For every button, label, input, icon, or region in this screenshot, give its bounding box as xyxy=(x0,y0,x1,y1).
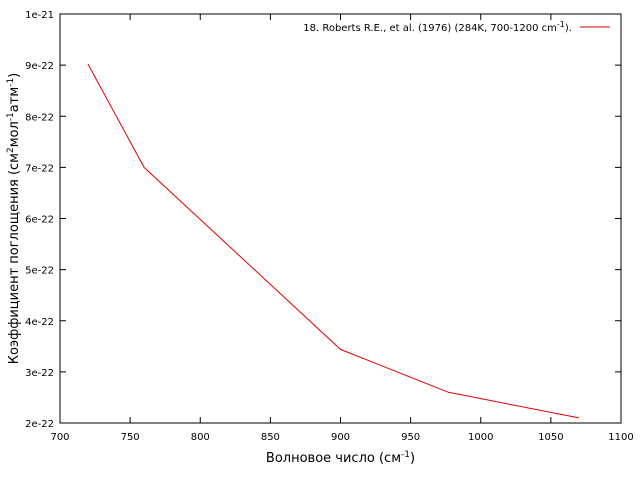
y-tick-label: 8e-22 xyxy=(25,112,54,123)
y-tick-label: 9e-22 xyxy=(25,61,54,72)
x-tick-label: 1000 xyxy=(468,432,493,443)
legend-label: 18. Roberts R.E., et al. (1976) (284K, 7… xyxy=(303,20,572,34)
y-tick-label: 4e-22 xyxy=(25,317,54,328)
y-tick-label: 3e-22 xyxy=(25,368,54,379)
plot-frame xyxy=(59,13,622,424)
x-tick-label: 950 xyxy=(401,432,420,443)
x-tick-label: 900 xyxy=(331,432,350,443)
x-axis: 700 750 800 850 900 950 1000 1050 1100 xyxy=(50,14,634,443)
x-axis-label: Волновое число (см-1) xyxy=(266,450,415,466)
x-tick-label: 1100 xyxy=(608,432,633,443)
y-tick-label: 7e-22 xyxy=(25,163,54,174)
x-tick-label: 1050 xyxy=(538,432,563,443)
x-tick-label: 850 xyxy=(261,432,280,443)
y-tick-label: 1e-21 xyxy=(25,10,54,21)
y-tick-label: 6e-22 xyxy=(25,215,54,226)
series-line-0 xyxy=(87,63,579,419)
y-tick-label: 2e-22 xyxy=(25,419,54,430)
series-layer xyxy=(87,63,579,419)
x-tick-label: 800 xyxy=(191,432,210,443)
x-tick-label: 700 xyxy=(50,432,69,443)
y-axis: 2e-22 3e-22 4e-22 5e-22 6e-22 7e-22 8e-22 9e-22… xyxy=(25,10,621,430)
legend: 18. Roberts R.E., et al. (1976) (284K, 7… xyxy=(303,20,610,34)
x-tick-label: 750 xyxy=(121,432,140,443)
y-axis-label: Коэффициент поглощения (см2мол-1атм-1) xyxy=(6,73,22,364)
y-tick-label: 5e-22 xyxy=(25,266,54,277)
